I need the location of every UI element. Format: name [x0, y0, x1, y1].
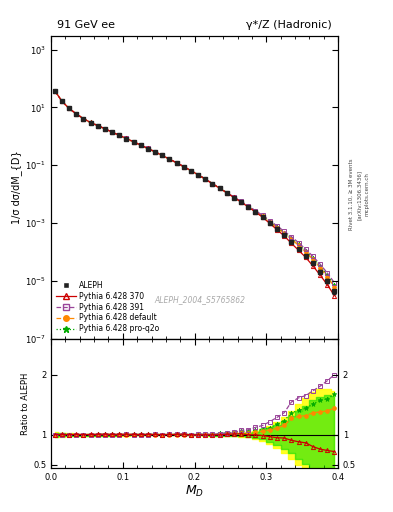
Text: mcplots.cern.ch: mcplots.cern.ch: [365, 173, 370, 217]
Text: γ*/Z (Hadronic): γ*/Z (Hadronic): [246, 20, 332, 30]
Text: ALEPH_2004_S5765862: ALEPH_2004_S5765862: [155, 295, 246, 304]
Y-axis label: Ratio to ALEPH: Ratio to ALEPH: [21, 372, 30, 435]
Legend: ALEPH, Pythia 6.428 370, Pythia 6.428 391, Pythia 6.428 default, Pythia 6.428 pr: ALEPH, Pythia 6.428 370, Pythia 6.428 39…: [55, 279, 160, 335]
Text: [arXiv:1306.3436]: [arXiv:1306.3436]: [357, 169, 362, 220]
Text: Rivet 3.1.10, ≥ 3M events: Rivet 3.1.10, ≥ 3M events: [349, 159, 354, 230]
Text: 91 GeV ee: 91 GeV ee: [57, 20, 115, 30]
Y-axis label: 1/σ dσ/dM_{D}: 1/σ dσ/dM_{D}: [11, 151, 22, 224]
X-axis label: $M_D$: $M_D$: [185, 484, 204, 499]
